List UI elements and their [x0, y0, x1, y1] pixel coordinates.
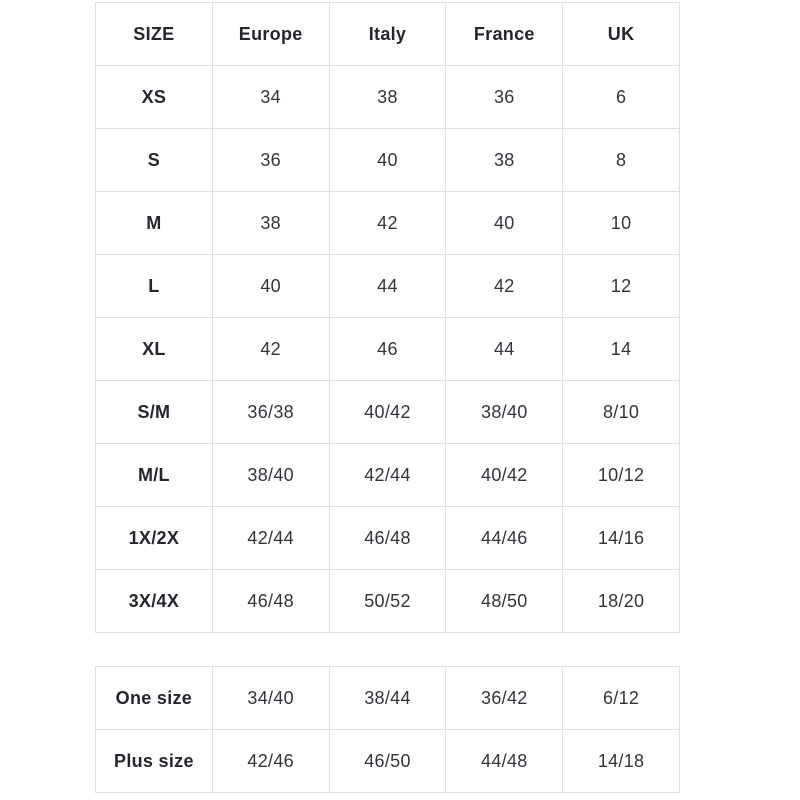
cell-europe: 36: [211, 128, 330, 192]
cell-uk: 14/18: [562, 729, 680, 793]
row-label: XS: [95, 65, 213, 129]
row-label: 3X/4X: [95, 569, 213, 633]
cell-uk: 18/20: [562, 569, 680, 633]
row-label: XL: [95, 317, 213, 381]
cell-uk: 10/12: [562, 443, 680, 507]
cell-italy: 42/44: [328, 443, 447, 507]
cell-france: 40/42: [445, 443, 564, 507]
row-label: L: [95, 254, 213, 318]
column-header-uk: UK: [562, 2, 680, 66]
cell-europe: 42/44: [211, 506, 330, 570]
cell-europe: 34: [211, 65, 330, 129]
cell-italy: 50/52: [328, 569, 447, 633]
cell-france: 44/48: [445, 729, 564, 793]
table-row-s: S 36 40 38 8: [95, 128, 680, 192]
cell-italy: 38/44: [328, 666, 447, 730]
cell-europe: 38: [211, 191, 330, 255]
cell-france: 44/46: [445, 506, 564, 570]
cell-italy: 40/42: [328, 380, 447, 444]
cell-uk: 10: [562, 191, 680, 255]
cell-france: 40: [445, 191, 564, 255]
row-label: S: [95, 128, 213, 192]
table-row-plus-size: Plus size 42/46 46/50 44/48 14/18: [95, 729, 680, 793]
size-conversion-table: SIZE Europe Italy France UK XS 34 38 36 …: [95, 2, 680, 633]
column-header-france: France: [445, 2, 564, 66]
cell-europe: 46/48: [211, 569, 330, 633]
row-label: Plus size: [95, 729, 213, 793]
cell-uk: 12: [562, 254, 680, 318]
cell-europe: 40: [211, 254, 330, 318]
table-row-one-size: One size 34/40 38/44 36/42 6/12: [95, 666, 680, 730]
row-label: 1X/2X: [95, 506, 213, 570]
table-row-ml: M/L 38/40 42/44 40/42 10/12: [95, 443, 680, 507]
column-header-size: SIZE: [95, 2, 213, 66]
table-row-m: M 38 42 40 10: [95, 191, 680, 255]
row-label: S/M: [95, 380, 213, 444]
table-row-3x4x: 3X/4X 46/48 50/52 48/50 18/20: [95, 569, 680, 633]
cell-uk: 6/12: [562, 666, 680, 730]
cell-italy: 40: [328, 128, 447, 192]
extra-sizes-table: One size 34/40 38/44 36/42 6/12 Plus siz…: [95, 666, 680, 793]
table-row-1x2x: 1X/2X 42/44 46/48 44/46 14/16: [95, 506, 680, 570]
cell-france: 38: [445, 128, 564, 192]
cell-france: 48/50: [445, 569, 564, 633]
table-row-xl: XL 42 46 44 14: [95, 317, 680, 381]
cell-france: 42: [445, 254, 564, 318]
size-chart: SIZE Europe Italy France UK XS 34 38 36 …: [95, 2, 680, 793]
cell-france: 36/42: [445, 666, 564, 730]
cell-france: 38/40: [445, 380, 564, 444]
cell-europe: 34/40: [211, 666, 330, 730]
cell-italy: 46/50: [328, 729, 447, 793]
cell-uk: 14/16: [562, 506, 680, 570]
cell-italy: 46/48: [328, 506, 447, 570]
cell-italy: 42: [328, 191, 447, 255]
cell-italy: 38: [328, 65, 447, 129]
table-row-l: L 40 44 42 12: [95, 254, 680, 318]
table-row-sm: S/M 36/38 40/42 38/40 8/10: [95, 380, 680, 444]
cell-europe: 42/46: [211, 729, 330, 793]
table-header-row: SIZE Europe Italy France UK: [95, 2, 680, 66]
cell-italy: 46: [328, 317, 447, 381]
cell-europe: 36/38: [211, 380, 330, 444]
column-header-italy: Italy: [328, 2, 447, 66]
cell-france: 44: [445, 317, 564, 381]
column-header-europe: Europe: [211, 2, 330, 66]
row-label: One size: [95, 666, 213, 730]
cell-europe: 42: [211, 317, 330, 381]
table-row-xs: XS 34 38 36 6: [95, 65, 680, 129]
cell-uk: 6: [562, 65, 680, 129]
cell-europe: 38/40: [211, 443, 330, 507]
cell-uk: 8/10: [562, 380, 680, 444]
row-label: M/L: [95, 443, 213, 507]
cell-france: 36: [445, 65, 564, 129]
cell-italy: 44: [328, 254, 447, 318]
row-label: M: [95, 191, 213, 255]
cell-uk: 14: [562, 317, 680, 381]
cell-uk: 8: [562, 128, 680, 192]
